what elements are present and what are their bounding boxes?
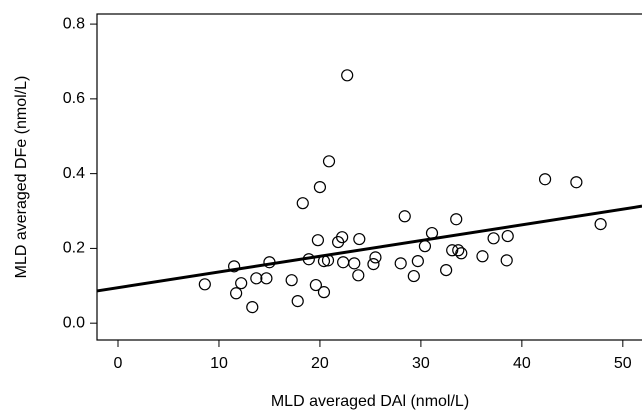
point	[476, 250, 489, 263]
point	[263, 256, 276, 269]
point	[230, 287, 243, 300]
point	[394, 257, 407, 270]
point	[440, 263, 453, 277]
y-tick-label: 0.8	[63, 15, 85, 32]
y-tick-label: 0.2	[63, 240, 85, 257]
point	[321, 254, 335, 267]
point	[455, 247, 468, 260]
point	[367, 258, 380, 271]
point	[594, 218, 607, 231]
point	[250, 272, 263, 285]
x-tick-label: 50	[614, 355, 632, 372]
point	[313, 180, 327, 194]
point	[322, 155, 336, 168]
point	[317, 286, 331, 299]
point	[260, 272, 273, 285]
point	[291, 295, 304, 308]
point	[418, 240, 432, 253]
point	[425, 226, 439, 240]
point	[352, 269, 365, 282]
x-tick-label: 20	[311, 355, 329, 372]
point	[198, 278, 211, 291]
point	[337, 256, 350, 269]
x-tick-label: 10	[210, 355, 228, 372]
x-tick-label: 40	[513, 355, 531, 372]
point	[369, 251, 382, 264]
point	[246, 301, 259, 314]
y-axis-label: MLD averaged DFe (nmol/L)	[13, 76, 30, 279]
x-axis-label: MLD averaged DAl (nmol/L)	[271, 393, 469, 410]
point	[228, 260, 241, 273]
point	[317, 255, 331, 268]
point	[398, 210, 411, 223]
point	[450, 213, 463, 226]
point	[311, 234, 325, 247]
point	[348, 257, 361, 270]
point	[501, 229, 514, 243]
x-tick-label: 0	[114, 355, 123, 372]
point	[235, 277, 248, 290]
point	[336, 231, 349, 244]
point	[487, 232, 500, 245]
point	[296, 197, 309, 210]
point	[353, 232, 366, 246]
point	[285, 274, 298, 287]
point	[341, 69, 354, 82]
point	[407, 269, 420, 283]
point	[302, 253, 315, 266]
regression-line	[96, 204, 642, 293]
y-tick-label: 0.4	[63, 165, 85, 182]
y-tick-label: 0.6	[63, 90, 85, 107]
point	[500, 254, 513, 267]
point	[570, 176, 583, 189]
point	[411, 255, 424, 268]
plot-frame	[96, 13, 642, 341]
y-tick-label: 0.0	[63, 314, 85, 331]
point	[446, 244, 459, 257]
point	[452, 244, 465, 257]
point	[332, 235, 345, 249]
point	[309, 278, 322, 292]
point	[538, 173, 552, 186]
x-tick-label: 30	[412, 355, 430, 372]
